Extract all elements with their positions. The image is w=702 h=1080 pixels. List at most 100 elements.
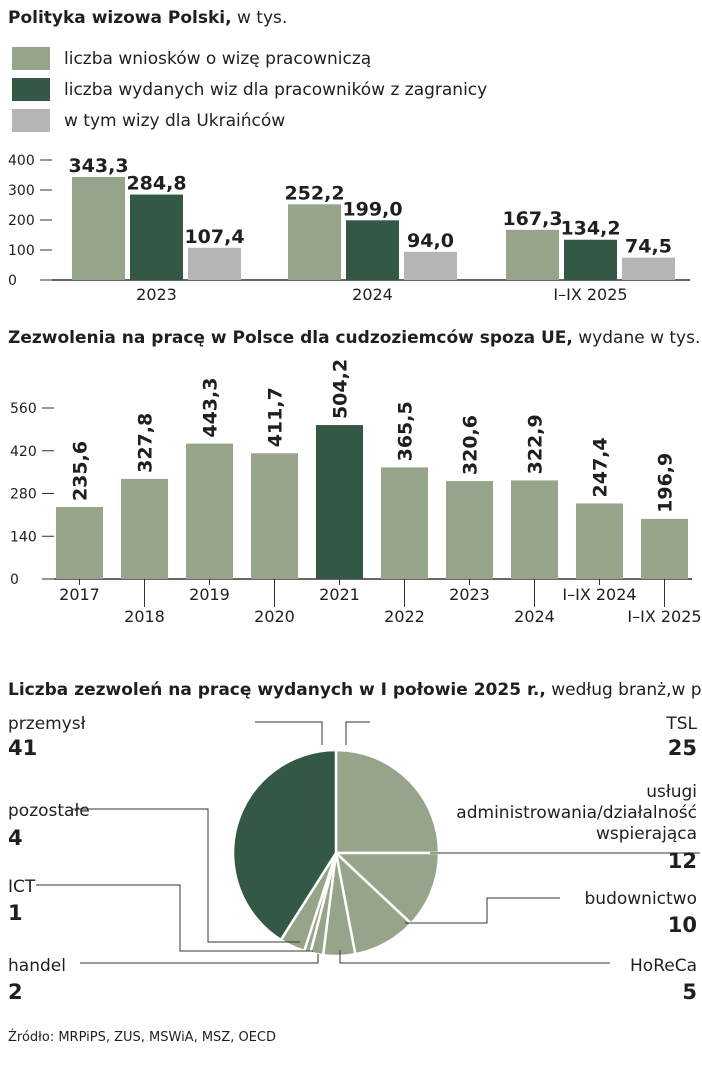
x-tick-label: 2019 (189, 585, 230, 604)
legend-label: liczba wydanych wiz dla pracowników z za… (64, 79, 488, 100)
bar (186, 443, 233, 579)
data-label: 134,2 (560, 218, 620, 240)
y-tick-label: 100 (8, 243, 35, 259)
slice-label: administrowania/działalność (456, 803, 697, 823)
chart2-title: Zezwolenia na pracę w Polsce dla cudzozi… (8, 328, 701, 348)
slice-value: 2 (8, 980, 23, 1004)
data-label: 365,5 (395, 401, 417, 461)
x-tick-label: I–IX 2024 (562, 585, 636, 604)
bar (381, 467, 428, 579)
data-label: 94,0 (407, 230, 454, 252)
slice-value: 25 (668, 736, 697, 760)
pie-slice (231, 748, 338, 942)
chart3-svg: TSL25usługiadministrowania/działalnośćws… (8, 714, 700, 1004)
data-label: 235,6 (70, 441, 92, 501)
bar (56, 507, 103, 579)
bar (316, 425, 363, 579)
data-label: 411,7 (265, 387, 287, 447)
slice-label: HoReCa (630, 956, 697, 976)
x-tick-label: 2022 (384, 607, 425, 626)
bar (188, 247, 241, 280)
legend-swatch-dark (12, 78, 50, 101)
chart2-svg: 0 140 280 420 560 235,6 2017 327,8 2018 443,3 2019… (10, 359, 702, 626)
bar (288, 204, 341, 280)
leader-line (339, 950, 610, 964)
x-tick-label: 2024 (514, 607, 555, 626)
chart3-title: Liczba zezwoleń na pracę wydanych w I po… (8, 680, 702, 700)
slice-value: 1 (8, 901, 23, 925)
y-tick-label: 0 (8, 273, 17, 289)
bar (622, 257, 675, 280)
data-label: 322,9 (525, 414, 547, 474)
data-label: 196,9 (655, 453, 677, 513)
bar (346, 220, 399, 280)
data-label: 74,5 (625, 236, 672, 258)
slice-label: handel (8, 956, 66, 976)
leader-line (72, 808, 300, 943)
data-label: 284,8 (126, 173, 186, 195)
y-tick-label: 300 (8, 183, 35, 199)
data-label: 252,2 (284, 182, 344, 204)
x-tick-label: I–IX 2025 (553, 285, 627, 304)
leader-line (80, 954, 319, 964)
bar (121, 478, 168, 579)
y-tick-label: 420 (10, 444, 37, 460)
y-tick-label: 140 (10, 529, 37, 545)
bar (251, 453, 298, 579)
pie-slice (334, 748, 441, 855)
bar (564, 239, 617, 280)
bar (506, 229, 559, 280)
x-tick-label: 2018 (124, 607, 165, 626)
x-tick-label: 2021 (319, 585, 360, 604)
source-note: Źródło: MRPiPS, ZUS, MSWiA, MSZ, OECD (8, 1030, 277, 1045)
data-label: 343,3 (68, 155, 128, 177)
y-tick-label: 280 (10, 487, 37, 503)
legend-item-issued: liczba wydanych wiz dla pracowników z za… (12, 74, 487, 105)
slice-value: 5 (682, 980, 697, 1004)
bar (446, 481, 493, 579)
y-tick-label: 400 (8, 153, 35, 169)
slice-value: 4 (8, 826, 23, 850)
leader-line (405, 897, 560, 924)
y-tick-label: 0 (10, 572, 19, 588)
leader-line (255, 721, 323, 745)
x-tick-label: 2023 (136, 285, 177, 304)
legend-item-ukraine: w tym wizy dla Ukraińców (12, 105, 487, 136)
legend-label: w tym wizy dla Ukraińców (64, 110, 286, 131)
slice-value: 41 (8, 736, 37, 760)
legend-swatch-gray (12, 109, 50, 132)
slice-label: TSL (665, 714, 697, 734)
slice-label: pozostałe (8, 801, 90, 821)
data-label: 167,3 (502, 208, 562, 230)
legend-item-applications: liczba wniosków o wizę pracowniczą (12, 43, 487, 74)
slice-value: 10 (668, 913, 697, 937)
data-label: 320,6 (460, 415, 482, 475)
x-tick-label: 2020 (254, 607, 295, 626)
y-tick-label: 200 (8, 213, 35, 229)
x-tick-label: I–IX 2025 (627, 607, 701, 626)
legend-swatch-light (12, 47, 50, 70)
slice-value: 12 (668, 849, 697, 873)
data-label: 199,0 (342, 198, 402, 220)
data-label: 504,2 (330, 359, 352, 419)
legend-label: liczba wniosków o wizę pracowniczą (64, 48, 372, 69)
slice-label: ICT (8, 877, 36, 897)
data-label: 107,4 (184, 226, 244, 248)
bar (404, 251, 457, 280)
bar (72, 177, 125, 280)
leader-line (36, 884, 313, 952)
slice-label: budownictwo (585, 889, 697, 909)
data-label: 443,3 (200, 378, 222, 438)
y-tick-label: 560 (10, 401, 37, 417)
slice-label: usługi (646, 782, 697, 802)
data-label: 247,4 (590, 437, 612, 497)
x-tick-label: 2024 (352, 285, 393, 304)
pie-slice (332, 851, 441, 926)
bar (576, 503, 623, 579)
slice-label: wspierająca (596, 824, 697, 844)
chart1-title: Polityka wizowa Polski, w tys. (8, 8, 288, 28)
bar (511, 480, 558, 579)
x-tick-label: 2017 (59, 585, 100, 604)
data-label: 327,8 (135, 413, 157, 473)
